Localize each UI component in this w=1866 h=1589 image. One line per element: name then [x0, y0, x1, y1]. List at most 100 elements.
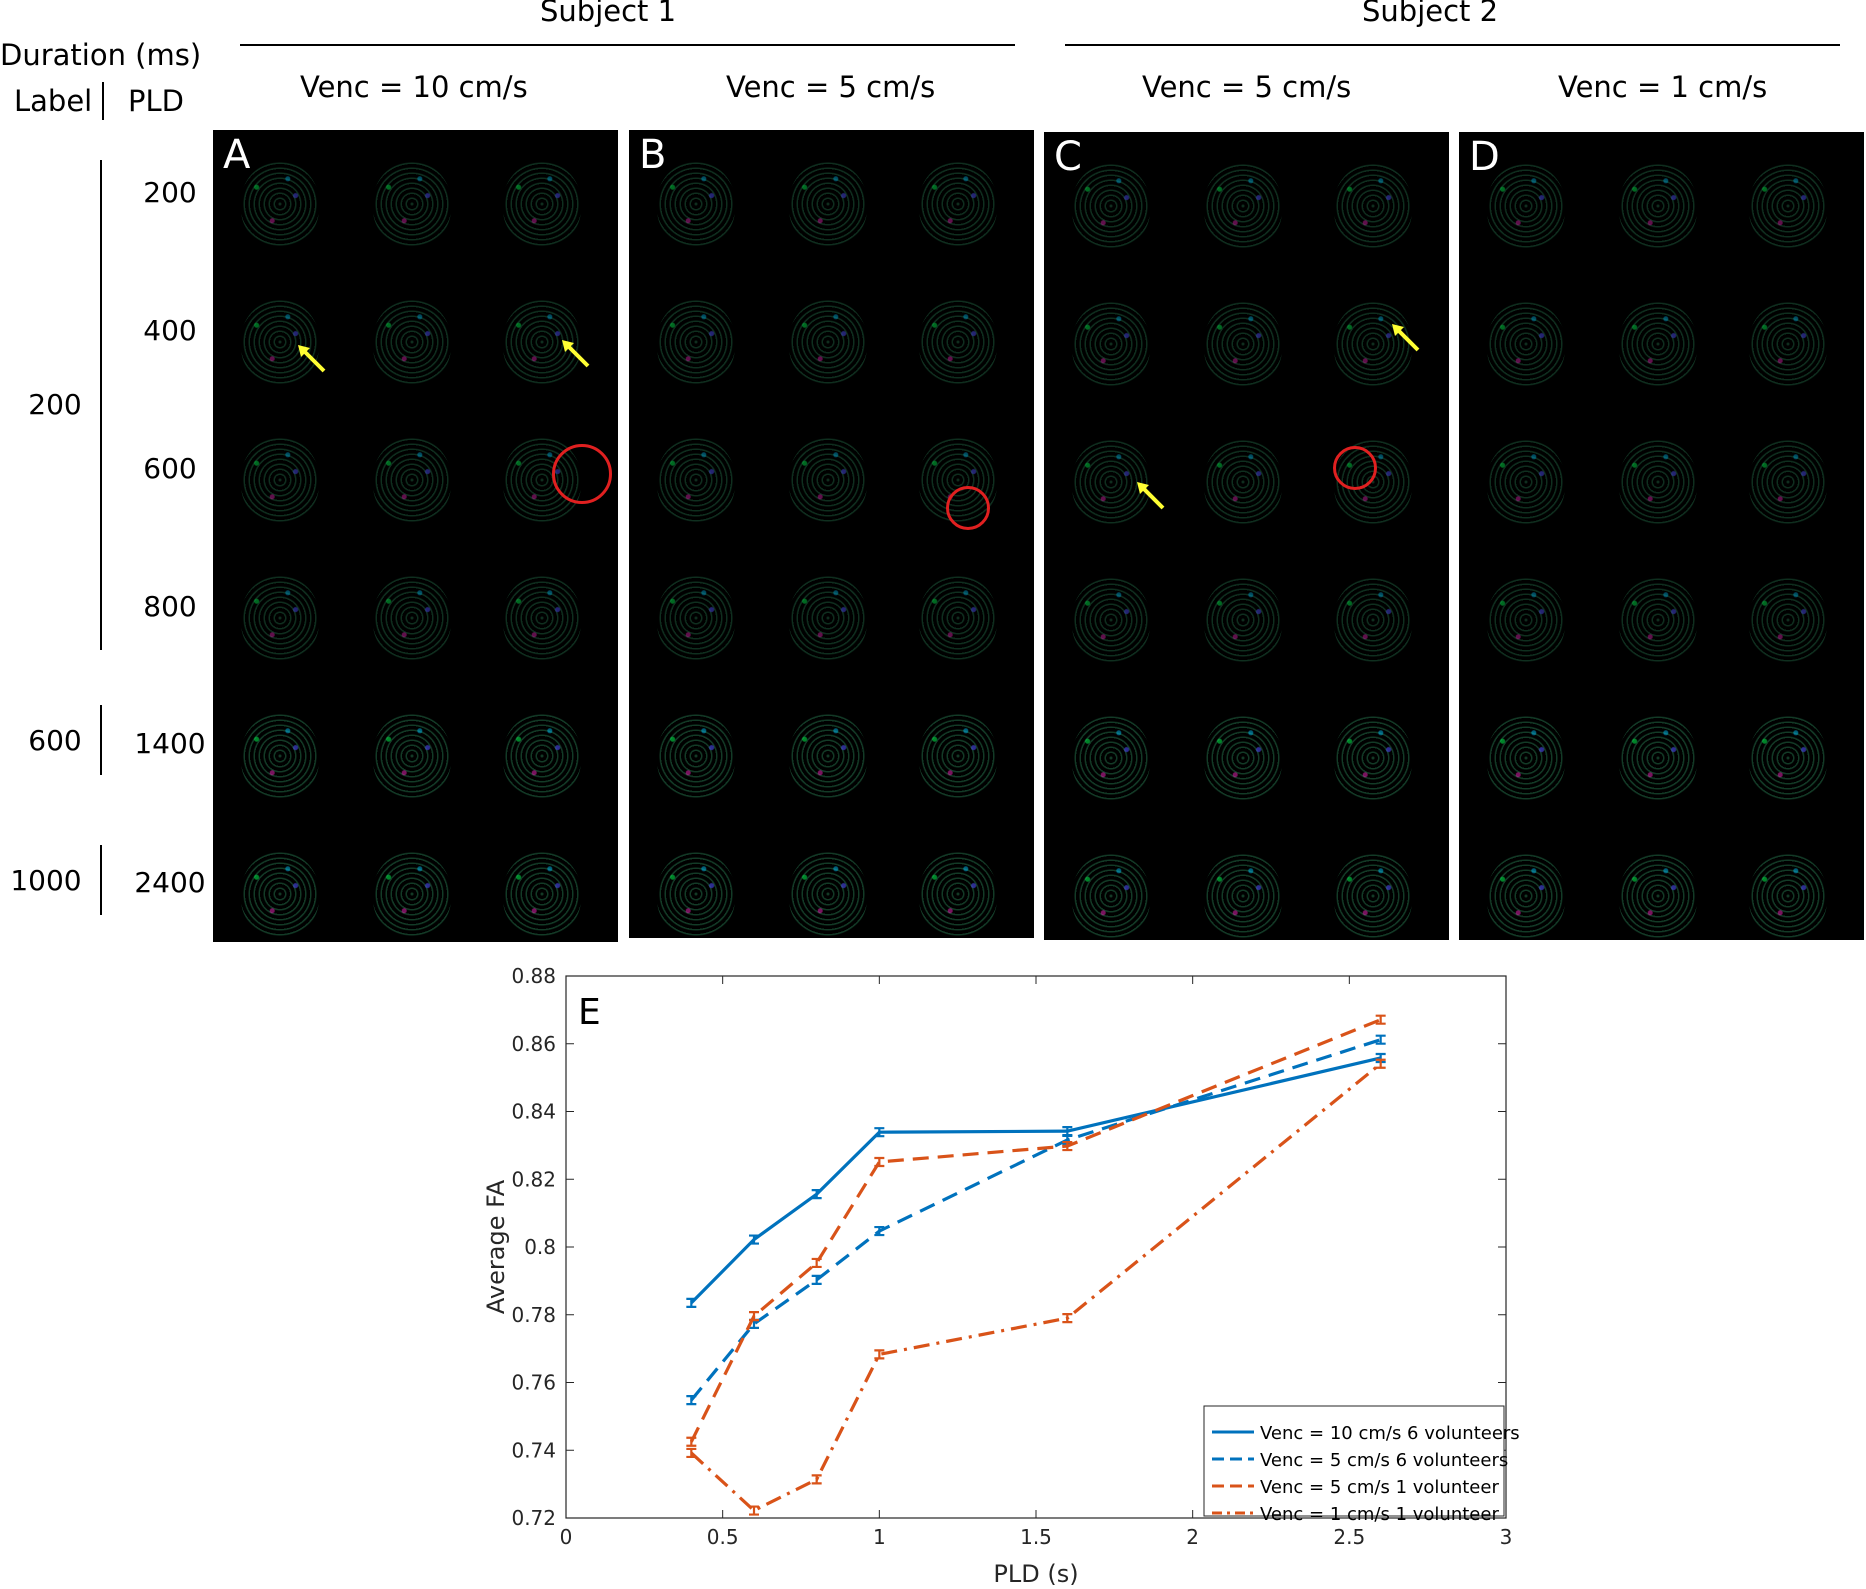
brain-slice-image	[1072, 578, 1150, 662]
label-header: Label	[14, 84, 93, 118]
brain-slice-image	[789, 438, 867, 522]
venc-header-a: Venc = 10 cm/s	[300, 70, 528, 104]
data-point-errorbar	[1062, 1313, 1073, 1324]
brain-slice-image	[657, 852, 735, 936]
brain-slice-image	[1619, 854, 1697, 938]
brain-slice-image	[789, 714, 867, 798]
pld-label: 600	[143, 452, 197, 485]
data-point-errorbar	[874, 1156, 885, 1168]
brain-slice-image	[373, 300, 451, 384]
legend-box	[1203, 1405, 1505, 1517]
brain-slice-image	[1619, 578, 1697, 662]
legend: Venc = 10 cm/s 6 volunteers Venc = 5 cm/s…	[1203, 1405, 1520, 1525]
data-point-errorbar	[686, 1297, 697, 1308]
y-tick-label: 0.72	[511, 1506, 556, 1530]
duration-bracket	[100, 845, 102, 915]
legend-label: Venc = 5 cm/s 1 volunteer	[1260, 1477, 1499, 1498]
pld-label: 800	[143, 590, 197, 623]
data-point-errorbar	[686, 1395, 697, 1406]
brain-slice-image	[1204, 854, 1282, 938]
brain-slice-image	[1619, 302, 1697, 386]
brain-slice-image	[919, 852, 997, 936]
label-duration: 600	[28, 724, 82, 757]
brain-slice-image	[503, 714, 581, 798]
brain-slice-image	[1487, 854, 1565, 938]
brain-slice-image	[657, 576, 735, 660]
venc-header-c: Venc = 5 cm/s	[1142, 70, 1352, 104]
brain-slice-image	[1487, 578, 1565, 662]
brain-slice-image	[789, 300, 867, 384]
y-tick-label: 0.84	[511, 1100, 556, 1124]
brain-slice-image	[373, 714, 451, 798]
brain-slice-image	[1334, 302, 1412, 386]
brain-slice-image	[373, 576, 451, 660]
data-point-errorbar	[1375, 1058, 1386, 1069]
brain-slice-image	[657, 714, 735, 798]
panel-letter: A	[223, 132, 251, 178]
data-point-errorbar	[874, 1127, 885, 1138]
brain-slice-image	[1487, 302, 1565, 386]
brain-slice-image	[657, 300, 735, 384]
subject2-title: Subject 2	[1362, 0, 1499, 28]
brain-slice-image	[1619, 440, 1697, 524]
data-point-errorbar	[1375, 1014, 1386, 1025]
series-line	[689, 1018, 1382, 1443]
venc-header-d: Venc = 1 cm/s	[1558, 70, 1768, 104]
brain-slice-image	[1487, 164, 1565, 248]
brain-slice-image	[1072, 302, 1150, 386]
pld-header: PLD	[128, 84, 184, 118]
y-tick-label: 0.88	[511, 964, 556, 988]
legend-label: Venc = 1 cm/s 1 volunteer	[1260, 1504, 1499, 1525]
brain-slice-image	[919, 576, 997, 660]
brain-slice-image	[241, 852, 319, 936]
subject1-title: Subject 1	[540, 0, 677, 28]
duration-bracket	[100, 705, 102, 775]
y-tick-label: 0.76	[511, 1371, 556, 1395]
y-tick-label: 0.82	[511, 1167, 556, 1191]
y-tick-label: 0.86	[511, 1032, 556, 1056]
data-point-errorbar	[749, 1234, 759, 1245]
brain-slice-image	[1619, 164, 1697, 248]
brain-slice-image	[1334, 578, 1412, 662]
brain-slice-image	[1749, 716, 1827, 800]
brain-slice-image	[503, 576, 581, 660]
legend-label: Venc = 5 cm/s 6 volunteers	[1260, 1450, 1508, 1471]
duration-header: Duration (ms)	[0, 38, 202, 72]
brain-slice-image	[241, 576, 319, 660]
brain-slice-image	[789, 162, 867, 246]
brain-slice-image	[1072, 854, 1150, 938]
series-line	[690, 1038, 1382, 1402]
series-line	[690, 1062, 1382, 1513]
brain-slice-image	[373, 162, 451, 246]
brain-slice-image	[1204, 164, 1282, 248]
brain-slice-image	[1334, 854, 1412, 938]
data-point-errorbar	[811, 1274, 822, 1285]
subject1-rule	[240, 44, 1015, 46]
legend-label: Venc = 10 cm/s 6 volunteers	[1260, 1423, 1520, 1444]
brain-slice-image	[1487, 440, 1565, 524]
series-lines	[686, 1014, 1386, 1516]
red-circle-marker	[946, 486, 990, 530]
data-point-errorbar	[749, 1505, 759, 1516]
label-duration: 200	[28, 388, 82, 421]
brain-slice-image	[241, 162, 319, 246]
brain-slice-image	[657, 438, 735, 522]
y-axis-label: Average FA	[482, 1179, 510, 1314]
brain-slice-image	[919, 162, 997, 246]
x-tick-label: 1.5	[1020, 1525, 1052, 1549]
data-point-errorbar	[1375, 1034, 1386, 1045]
panel-letter: D	[1469, 134, 1500, 180]
red-circle-marker	[552, 444, 612, 504]
brain-panel-b: B	[629, 130, 1034, 938]
yellow-arrow-icon	[1392, 324, 1420, 352]
brain-slice-image	[241, 438, 319, 522]
data-point-errorbar	[686, 1447, 697, 1459]
brain-panel-c: C	[1044, 132, 1449, 940]
data-point-errorbar	[874, 1225, 885, 1237]
brain-slice-image	[1749, 854, 1827, 938]
data-point-errorbar	[749, 1311, 759, 1322]
yellow-arrow-icon	[298, 345, 326, 373]
label-pld-divider	[102, 82, 104, 120]
brain-slice-image	[919, 300, 997, 384]
pld-label: 200	[143, 176, 197, 209]
